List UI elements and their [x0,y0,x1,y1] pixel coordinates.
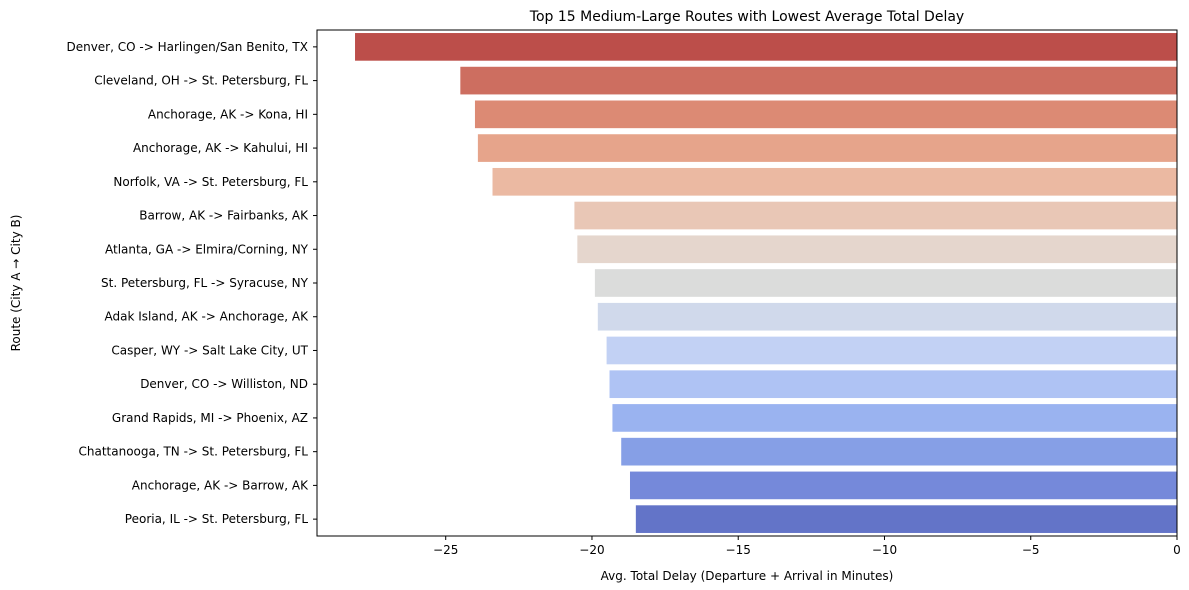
y-tick-label: Chattanooga, TN -> St. Petersburg, FL [78,445,308,459]
y-tick-label: Barrow, AK -> Fairbanks, AK [139,209,309,223]
bar [477,134,1177,162]
y-tick-label: Denver, CO -> Williston, ND [140,377,308,391]
bar [355,33,1177,61]
x-axis-ticks: −25 −20 −15 −10 −5 0 [433,536,1181,557]
plot-frame [316,29,1178,537]
x-tick-label: −25 [433,543,458,557]
bar [612,404,1177,432]
y-tick-label: Grand Rapids, MI -> Phoenix, AZ [112,411,308,425]
bars-layer [355,33,1177,533]
bar [492,167,1177,196]
y-tick-label: Anchorage, AK -> Barrow, AK [132,478,309,492]
y-tick-label: Anchorage, AK -> Kahului, HI [133,141,308,155]
bar [609,370,1177,399]
x-tick-label: −10 [872,543,897,557]
y-tick-label: St. Petersburg, FL -> Syracuse, NY [101,276,309,290]
x-axis-label: Avg. Total Delay (Departure + Arrival in… [601,569,894,583]
bar [574,201,1177,230]
y-tick-label: Denver, CO -> Harlingen/San Benito, TX [66,40,308,54]
y-tick-label: Norfolk, VA -> St. Petersburg, FL [113,175,308,189]
y-tick-label: Anchorage, AK -> Kona, HI [148,107,308,121]
y-axis-label: Route (City A → City B) [9,215,23,352]
bar [621,437,1177,466]
bar [606,336,1177,365]
bar [629,471,1177,500]
y-tick-label: Peoria, IL -> St. Petersburg, FL [125,512,309,526]
bar [474,100,1177,129]
bar [460,66,1177,95]
x-tick-label: −5 [1022,543,1040,557]
x-tick-label: 0 [1173,543,1181,557]
bar [597,302,1177,331]
bar [577,235,1177,264]
chart-title: Top 15 Medium-Large Routes with Lowest A… [529,9,964,25]
y-tick-label: Casper, WY -> Salt Lake City, UT [111,343,308,357]
x-tick-label: −20 [579,543,604,557]
bar [594,269,1177,297]
x-tick-label: −15 [726,543,751,557]
y-tick-label: Adak Island, AK -> Anchorage, AK [104,310,309,324]
y-tick-label: Cleveland, OH -> St. Petersburg, FL [94,74,308,88]
y-tick-label: Atlanta, GA -> Elmira/Corning, NY [105,242,309,256]
y-axis-ticks: Denver, CO -> Harlingen/San Benito, TX Cl… [66,40,317,526]
bar [635,505,1177,533]
